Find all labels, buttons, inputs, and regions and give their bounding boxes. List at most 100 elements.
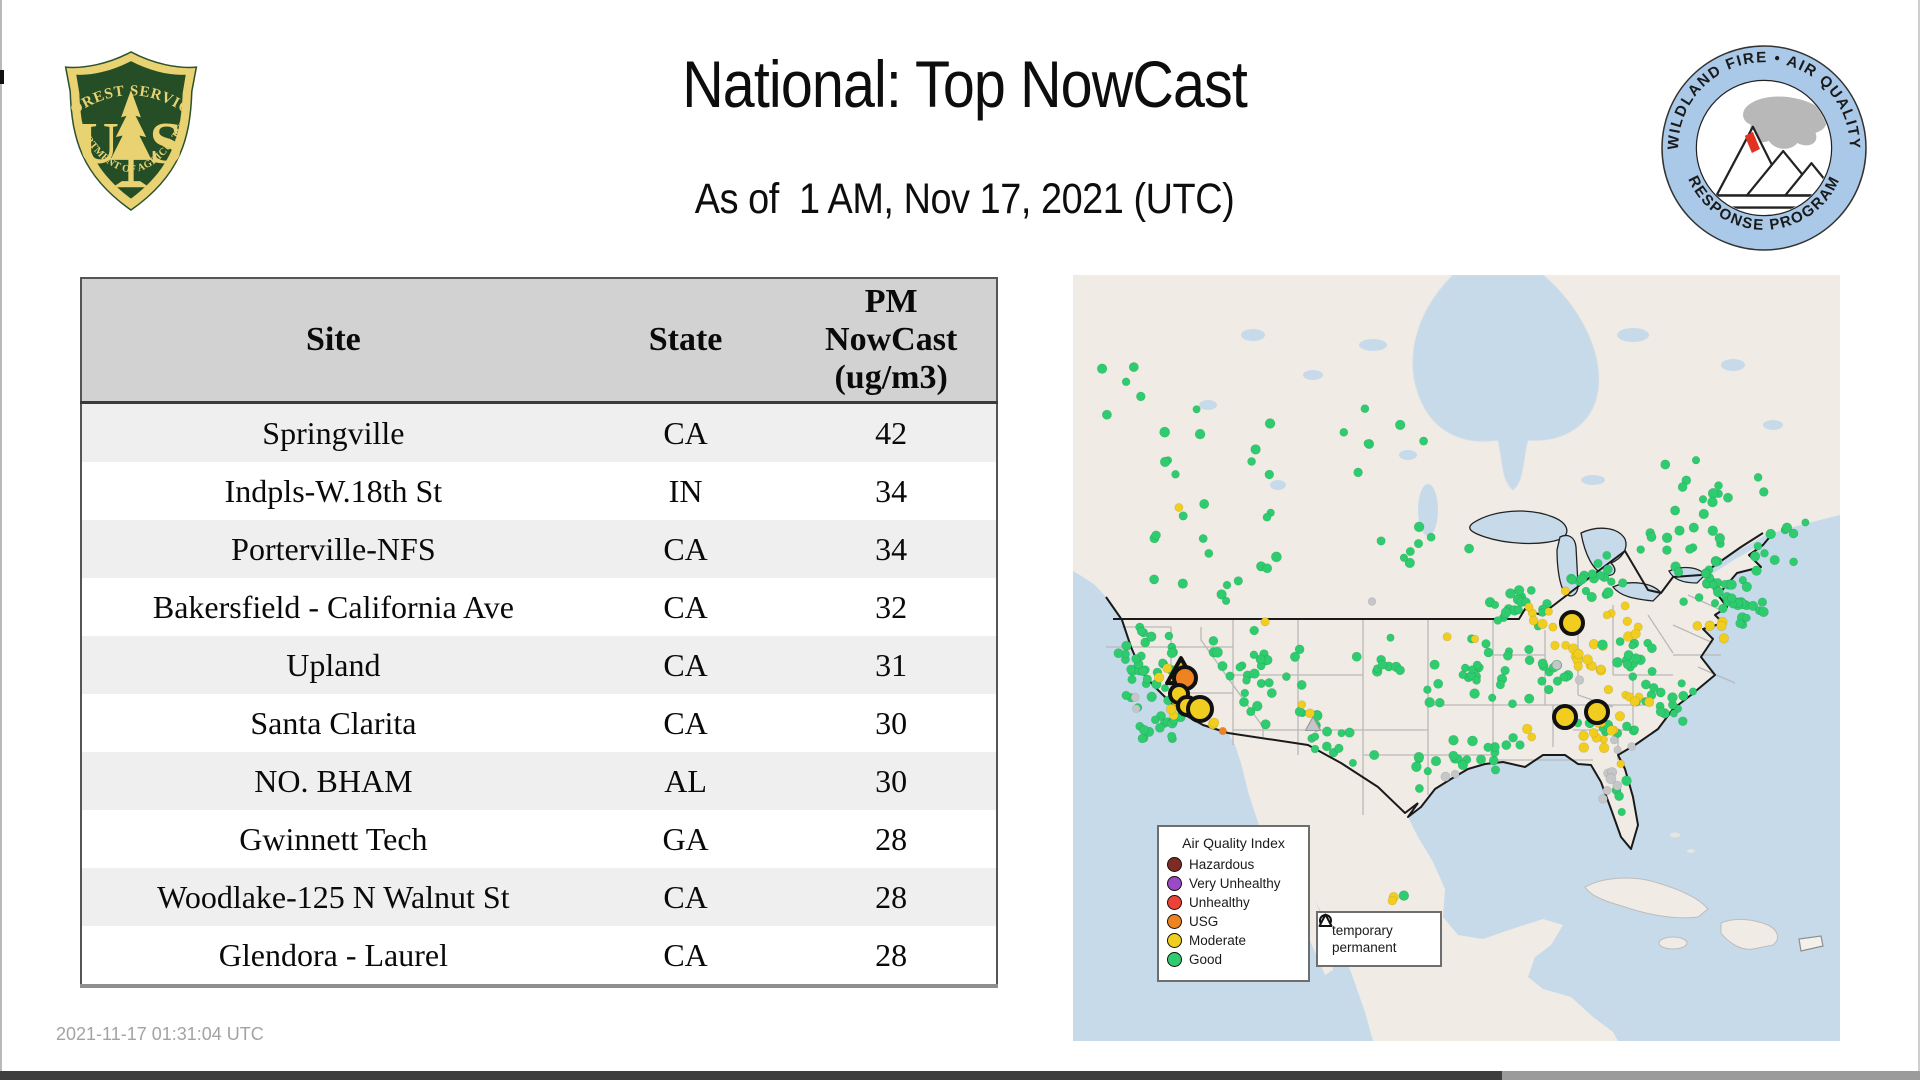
- monitor-dot-inactive: [1132, 704, 1141, 713]
- monitor-dot-moderate: [1596, 664, 1606, 674]
- monitor-dot-good: [1742, 613, 1751, 623]
- col-header-state: State: [584, 278, 787, 404]
- monitor-dot-moderate: [1470, 634, 1480, 644]
- wf-mountains-art: [1698, 96, 1831, 209]
- monitor-dot-good: [1264, 469, 1275, 480]
- aqi-legend: Air Quality Index Hazardous Very Unhealth…: [1157, 825, 1310, 982]
- site-cell: Springville: [81, 402, 585, 462]
- monitor-dot-good: [1475, 754, 1487, 765]
- hazardous-swatch-icon: [1167, 857, 1182, 872]
- monitor-dot-good: [1192, 405, 1201, 414]
- monitor-dot-good: [1769, 554, 1780, 566]
- monitor-dot-moderate: [1630, 628, 1641, 639]
- monitor-dot-good: [1151, 530, 1161, 541]
- monitor-dot-good: [1160, 684, 1170, 693]
- slide-progress-done: [0, 1071, 1502, 1080]
- monitor-dot-good: [1483, 647, 1494, 658]
- cuba: [1584, 877, 1709, 919]
- bahamas: [1670, 832, 1680, 838]
- monitor-dot-good: [1493, 616, 1503, 625]
- monitor-dot-good: [1395, 419, 1406, 431]
- monitor-dot-usg: [1218, 726, 1227, 736]
- monitor-dot-good: [1617, 807, 1626, 817]
- site-cell: Indpls-W.18th St: [81, 462, 585, 520]
- monitor-dot-good: [1707, 496, 1718, 508]
- monitor-dot-inactive: [1450, 769, 1460, 779]
- monitor-dot-good: [1617, 578, 1628, 588]
- monitor-dot-good: [1411, 761, 1422, 773]
- aqi-legend-item: Unhealthy: [1167, 895, 1300, 910]
- monitor-dot-good: [1413, 521, 1425, 533]
- monitor-dot-good: [1377, 659, 1388, 670]
- monitor-dot-inactive: [1602, 785, 1612, 795]
- monitor-dot-moderate: [1537, 618, 1548, 630]
- table-row: Santa Clarita CA 30: [81, 694, 997, 752]
- table-row: Bakersfield - California Ave CA 32: [81, 578, 997, 636]
- monitor-dot-moderate: [1620, 601, 1630, 611]
- monitor-dot-good: [1749, 551, 1761, 562]
- monitor-dot-good: [1250, 444, 1261, 455]
- monitor-dot-inactive: [1130, 692, 1140, 702]
- monitor-dot-good: [1726, 579, 1737, 590]
- monitor-dot-good: [1469, 688, 1480, 699]
- monitor-dot-moderate: [1162, 663, 1173, 674]
- monitor-dot-good: [1296, 679, 1307, 690]
- monitor-dot-moderate: [1527, 732, 1537, 742]
- slide-progress-bar: [0, 1071, 1920, 1080]
- monitor-dot-moderate: [1692, 620, 1703, 631]
- monitor-dot-good: [1543, 684, 1554, 695]
- state-cell: AL: [584, 752, 787, 810]
- monitor-dot-good: [1507, 699, 1517, 709]
- monitor-dot-good: [1630, 653, 1641, 664]
- monitor-dot-good: [1669, 709, 1679, 718]
- monitor-dot-good: [1212, 646, 1223, 658]
- monitor-dot-good: [1718, 603, 1728, 614]
- monitor-dot-good: [1434, 697, 1445, 708]
- monitor-dot-good: [1137, 733, 1148, 744]
- monitor-dot-good: [1621, 721, 1632, 732]
- monitor-dot-good: [1266, 688, 1277, 699]
- monitor-dot-good: [1753, 472, 1763, 482]
- top-site-marker-circle: [1186, 695, 1214, 723]
- monitor-dot-good: [1500, 607, 1512, 618]
- monitor-dot-moderate: [1588, 727, 1599, 738]
- monitor-dot-good: [1321, 741, 1332, 752]
- monitor-dot-good: [1127, 674, 1137, 685]
- aqi-legend-label: Hazardous: [1189, 856, 1255, 872]
- monitor-dot-good: [1167, 731, 1177, 741]
- state-cell: CA: [584, 578, 787, 636]
- monitor-dot-good: [1685, 544, 1695, 554]
- monitor-dot-good: [1426, 532, 1436, 542]
- monitor-dot-good: [1264, 418, 1276, 429]
- monitor-dot-good: [1526, 585, 1536, 595]
- page-title: National: Top NowCast: [475, 48, 1455, 121]
- monitor-dot-good: [1289, 651, 1301, 662]
- monitor-dot-good: [1708, 580, 1718, 590]
- state-cell: GA: [584, 810, 787, 868]
- monitor-dot-moderate: [1603, 684, 1614, 695]
- monitor-dot-good: [1781, 522, 1793, 533]
- top-sites-layer: [1165, 610, 1610, 732]
- monitor-dot-good: [1242, 676, 1251, 685]
- table-header-row: Site State PM NowCast (ug/m3): [81, 278, 997, 404]
- aqi-legend-item: Very Unhealthy: [1167, 876, 1300, 891]
- monitor-dot-good: [1505, 588, 1516, 599]
- monitor-dot-moderate: [1297, 700, 1307, 709]
- monitor-dot-good: [1414, 783, 1424, 793]
- map-continent: [1073, 275, 1840, 1041]
- value-cell: 34: [786, 462, 997, 520]
- monitor-dot-good: [1199, 499, 1210, 510]
- monitor-dot-good: [1177, 578, 1189, 589]
- monitor-dot-good: [1677, 482, 1688, 492]
- monitor-dot-good: [1448, 750, 1459, 761]
- monitor-dot-good: [1310, 732, 1320, 741]
- monitor-dot-good: [1131, 654, 1141, 664]
- monitor-dot-good: [1765, 528, 1777, 540]
- page-title-text: National: Top NowCast: [682, 47, 1249, 121]
- monitor-dot-good: [1660, 459, 1671, 470]
- monitor-dot-good: [1621, 775, 1632, 787]
- monitor-dot-good: [1602, 564, 1613, 575]
- monitor-dot-good: [1661, 532, 1673, 544]
- monitor-dot-good: [1233, 576, 1244, 586]
- monitor-dot-good: [1140, 637, 1151, 648]
